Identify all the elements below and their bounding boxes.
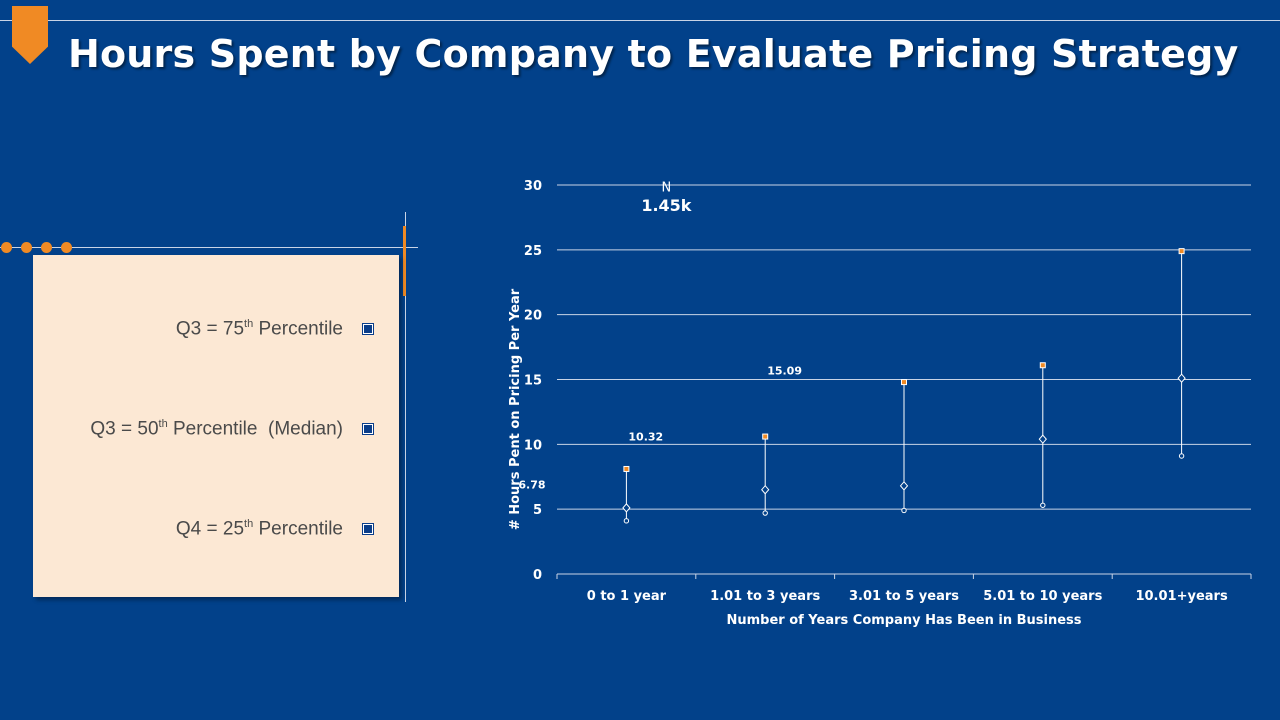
- panel-divider-horizontal: [0, 247, 418, 248]
- decor-dot: [41, 242, 52, 253]
- x-tick-label: 10.01+years: [1135, 589, 1227, 604]
- decor-dot: [1, 242, 12, 253]
- y-tick-label: 0: [533, 568, 542, 583]
- data-label: 10.32: [628, 431, 663, 444]
- top-rule: [0, 20, 1280, 21]
- q4-25-marker: [901, 507, 907, 514]
- x-tick-label: 1.01 to 3 years: [710, 589, 820, 604]
- legend-item-median: Q3 = 50th Percentile (Median): [90, 417, 373, 441]
- median-marker: [761, 484, 770, 495]
- y-axis-title: # Hours Pent on Pricing Per Year: [508, 288, 523, 530]
- q3-75-marker: [623, 465, 630, 472]
- q3-75-marker: [762, 433, 769, 440]
- q4-25-marker: [1040, 502, 1046, 508]
- panel-divider-vertical: [405, 212, 406, 602]
- median-marker: [899, 481, 909, 491]
- q3-75-marker: [901, 379, 907, 386]
- page-title: Hours Spent by Company to Evaluate Prici…: [68, 32, 1239, 76]
- legend-label: Q4 = 25th Percentile: [175, 517, 343, 540]
- y-tick-label: 5: [533, 503, 542, 518]
- legend-panel: Q3 = 75th Percentile Q3 = 50th Percentil…: [33, 255, 399, 597]
- data-label: 1.45k: [641, 196, 691, 215]
- q4-25-marker: [762, 510, 768, 516]
- y-tick-label: 15: [524, 374, 542, 389]
- q4-25-marker: [1178, 453, 1185, 459]
- data-label: N: [662, 181, 672, 196]
- q4-25-marker: [623, 518, 630, 524]
- legend-marker-icon: [363, 424, 373, 434]
- legend-item-q4-25: Q4 = 25th Percentile: [176, 517, 373, 541]
- panel-accent-bar: [403, 226, 406, 296]
- legend-marker-icon: [363, 524, 373, 534]
- median-marker: [1038, 434, 1047, 444]
- x-tick-label: 0 to 1 year: [587, 589, 667, 604]
- legend-label: Q3 = 50th Percentile (Median): [90, 417, 343, 440]
- data-label: 15.09: [767, 364, 802, 377]
- q3-75-marker: [1039, 362, 1046, 369]
- x-tick-label: 5.01 to 10 years: [983, 589, 1102, 604]
- median-marker: [1177, 373, 1186, 383]
- decor-dot: [21, 242, 32, 253]
- y-tick-label: 30: [524, 179, 542, 194]
- y-tick-label: 25: [524, 244, 542, 259]
- legend-item-q3-75: Q3 = 75th Percentile: [176, 317, 373, 341]
- legend-marker-icon: [363, 324, 373, 334]
- data-label: 6.78: [518, 479, 545, 492]
- decor-dot: [61, 242, 72, 253]
- y-tick-label: 10: [524, 438, 542, 453]
- y-tick-label: 20: [524, 309, 542, 324]
- x-axis-title: Number of Years Company Has Been in Busi…: [726, 613, 1081, 628]
- x-tick-label: 3.01 to 5 years: [849, 589, 959, 604]
- median-marker: [622, 503, 631, 513]
- q3-75-marker: [1178, 248, 1185, 255]
- legend-label: Q3 = 75th Percentile: [175, 317, 343, 340]
